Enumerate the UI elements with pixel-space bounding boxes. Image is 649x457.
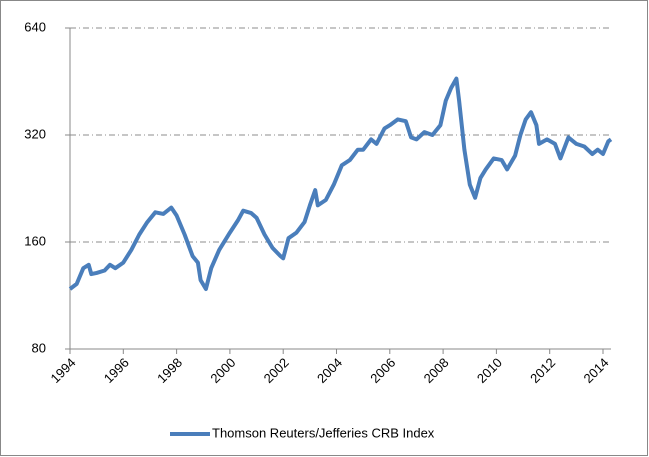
legend-label: Thomson Reuters/Jefferies CRB Index (212, 425, 435, 440)
series-line (68, 76, 613, 291)
y-tick-label: 320 (24, 126, 46, 141)
y-tick-label: 640 (24, 19, 46, 34)
y-tick-label: 80 (32, 340, 46, 355)
y-tick-label: 160 (24, 233, 46, 248)
